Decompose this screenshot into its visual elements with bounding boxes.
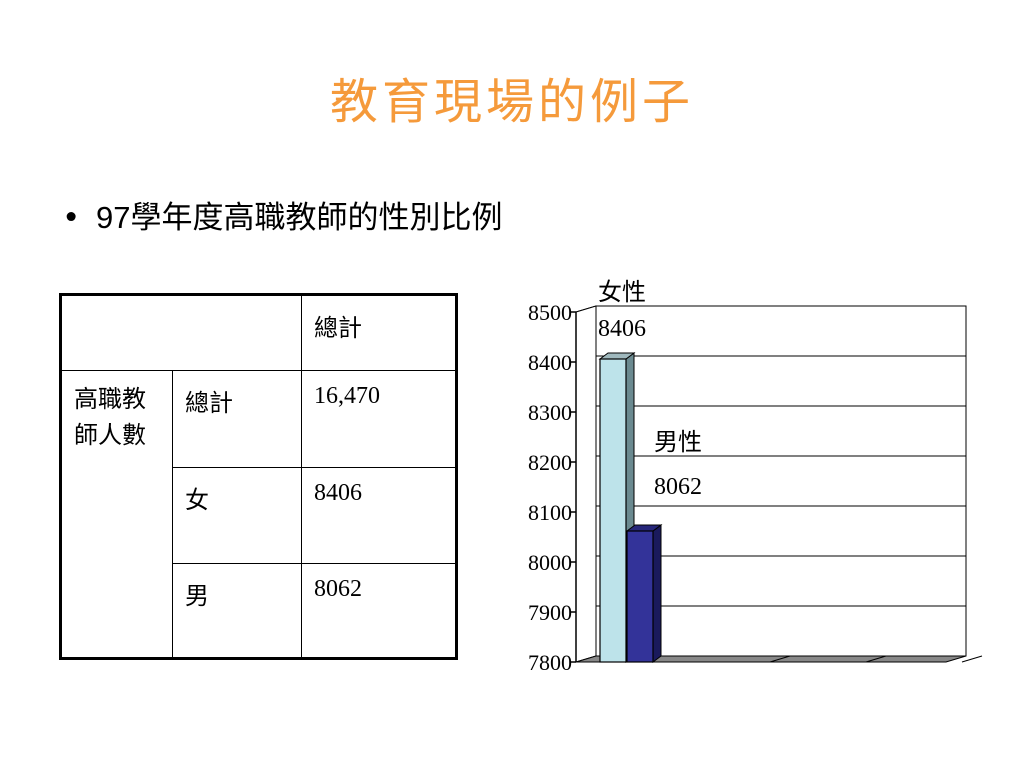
y-tick-label: 8300 bbox=[528, 400, 572, 425]
table-group-label: 高職教師人數 bbox=[74, 385, 146, 449]
table-row-value: 16,470 bbox=[301, 370, 457, 468]
y-tick-label: 8500 bbox=[528, 300, 572, 325]
category-label: 女性 bbox=[598, 278, 646, 306]
table-group-label-cell: 高職教師人數 bbox=[60, 370, 173, 659]
teacher-table: 總計 高職教師人數 總計 16,470 女 8406 男 8062 bbox=[59, 293, 458, 660]
bullet-dot-icon: • bbox=[62, 200, 81, 236]
table-header-total: 總計 bbox=[301, 294, 457, 371]
table-row-value: 8406 bbox=[301, 467, 457, 564]
bar-chart: 7800 7900 8000 8100 8200 8300 8400 8500 女性 8406 男性… bbox=[528, 278, 983, 675]
y-tick-label: 8200 bbox=[528, 450, 572, 475]
category-label: 男性 bbox=[654, 428, 702, 456]
table-row-label: 總計 bbox=[172, 370, 302, 468]
plot-side-wall bbox=[575, 305, 597, 663]
slide-title: 教育現場的例子 bbox=[329, 74, 694, 130]
bullet-text: 學年度高職教師的性別比例 bbox=[130, 200, 503, 236]
bar bbox=[599, 358, 627, 663]
plot-floor bbox=[575, 655, 967, 663]
y-tick-label: 7900 bbox=[528, 600, 572, 625]
data-label: 8406 bbox=[598, 316, 646, 342]
table-row-label: 女 bbox=[172, 467, 302, 564]
floor-divider bbox=[865, 655, 887, 663]
table-corner-cell bbox=[60, 294, 302, 371]
y-tick-label: 8400 bbox=[528, 350, 572, 375]
data-label: 8062 bbox=[654, 474, 702, 500]
y-tick-label: 8000 bbox=[528, 550, 572, 575]
y-tick-label: 8100 bbox=[528, 500, 572, 525]
bar-side bbox=[652, 524, 662, 663]
y-tick-label: 7800 bbox=[528, 650, 572, 675]
floor-divider bbox=[961, 655, 983, 663]
floor-divider bbox=[769, 655, 791, 663]
bar bbox=[626, 530, 654, 663]
bullet-number: 97 bbox=[96, 200, 131, 235]
bullet-line: • 97學年度高職教師的性別比例 bbox=[62, 192, 502, 237]
table-row-value: 8062 bbox=[301, 563, 457, 659]
table-row-label: 男 bbox=[172, 563, 302, 659]
